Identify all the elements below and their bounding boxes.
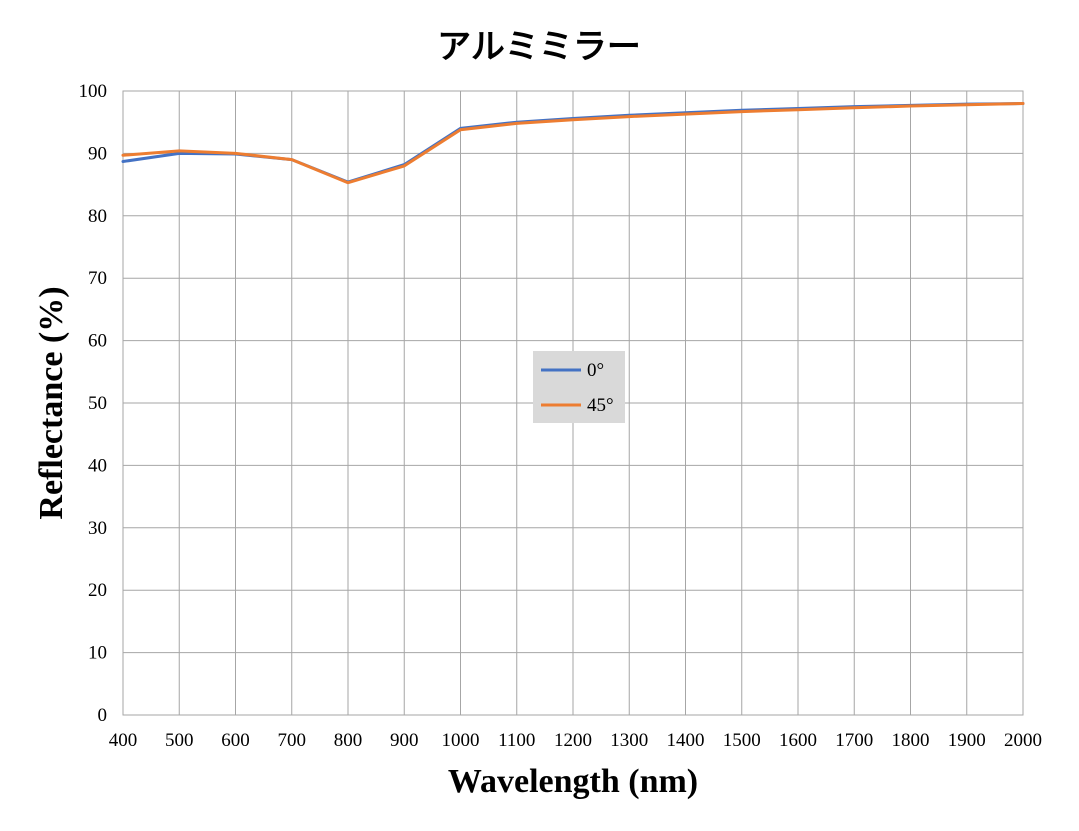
y-tick-label: 50: [88, 393, 107, 414]
y-tick-label: 10: [88, 643, 107, 664]
x-tick-label: 800: [334, 730, 363, 751]
x-tick-label: 1900: [948, 730, 986, 751]
y-tick-label: 20: [88, 580, 107, 601]
chart-title: アルミミラー: [437, 27, 641, 67]
legend: 0° 45°: [533, 351, 625, 423]
y-tick-label: 0: [98, 705, 108, 726]
legend-label-45deg: 45°: [587, 395, 614, 416]
x-tick-label: 1300: [610, 730, 648, 751]
x-tick-label: 1700: [835, 730, 873, 751]
x-tick-label: 2000: [1004, 730, 1042, 751]
y-tick-label: 30: [88, 518, 107, 539]
x-tick-label: 600: [221, 730, 250, 751]
y-tick-label: 60: [88, 331, 107, 352]
y-tick-label: 80: [88, 206, 107, 227]
x-axis-title: Wavelength (nm): [448, 763, 698, 800]
x-tick-label: 1500: [723, 730, 761, 751]
x-tick-label: 1100: [498, 730, 535, 751]
x-tick-label: 1800: [892, 730, 930, 751]
y-tick-labels: 0 10 20 30 40 50 60 70 80 90 100: [79, 81, 108, 726]
x-tick-label: 1000: [442, 730, 480, 751]
y-tick-label: 90: [88, 143, 107, 164]
x-tick-label: 700: [278, 730, 307, 751]
x-tick-label: 1200: [554, 730, 592, 751]
y-tick-label: 100: [79, 81, 108, 102]
y-tick-label: 40: [88, 455, 107, 476]
y-tick-label: 70: [88, 268, 107, 289]
x-tick-label: 500: [165, 730, 194, 751]
x-tick-label: 1600: [779, 730, 817, 751]
x-tick-labels: 400 500 600 700 800 900 1000 1100 1200 1300 1400 15…: [109, 730, 1042, 751]
x-tick-label: 400: [109, 730, 138, 751]
legend-label-0deg: 0°: [587, 360, 604, 381]
y-axis-title: Reflectance (%): [33, 286, 70, 519]
x-tick-label: 1400: [667, 730, 705, 751]
x-tick-label: 900: [390, 730, 419, 751]
